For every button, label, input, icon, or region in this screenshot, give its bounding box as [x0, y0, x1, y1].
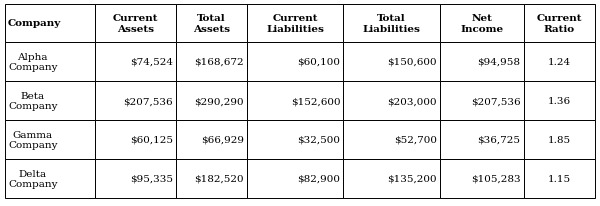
Text: $60,100: $60,100 [298, 58, 340, 67]
Bar [440, 121, 524, 159]
Bar [343, 43, 440, 82]
Text: $152,600: $152,600 [291, 97, 340, 105]
Text: Current
Liabilities: Current Liabilities [266, 14, 324, 34]
Text: Net
Income: Net Income [460, 14, 503, 34]
Text: $36,725: $36,725 [478, 135, 521, 144]
Bar [247, 5, 343, 43]
Bar [247, 82, 343, 121]
Text: Current
Ratio: Current Ratio [536, 14, 582, 34]
Text: 1.24: 1.24 [548, 58, 571, 67]
Bar [176, 121, 247, 159]
Bar [5, 82, 95, 121]
Bar [95, 43, 176, 82]
Text: 1.36: 1.36 [548, 97, 571, 105]
Bar [176, 5, 247, 43]
Bar [524, 121, 595, 159]
Bar [176, 43, 247, 82]
Bar [5, 121, 95, 159]
Bar [440, 5, 524, 43]
Bar [95, 82, 176, 121]
Text: $135,200: $135,200 [387, 174, 437, 183]
Bar [247, 43, 343, 82]
Bar [524, 159, 595, 198]
Text: $66,929: $66,929 [201, 135, 244, 144]
Text: $95,335: $95,335 [130, 174, 173, 183]
Bar [247, 159, 343, 198]
Text: $105,283: $105,283 [471, 174, 521, 183]
Text: Gamma
Company: Gamma Company [8, 130, 58, 150]
Bar [440, 43, 524, 82]
Bar [343, 5, 440, 43]
Bar [343, 82, 440, 121]
Text: $182,520: $182,520 [194, 174, 244, 183]
Text: Total
Liabilities: Total Liabilities [362, 14, 421, 34]
Bar [176, 159, 247, 198]
Text: 1.15: 1.15 [548, 174, 571, 183]
Bar [524, 43, 595, 82]
Bar [95, 159, 176, 198]
Text: Current
Assets: Current Assets [113, 14, 158, 34]
Text: $82,900: $82,900 [298, 174, 340, 183]
Text: $52,700: $52,700 [394, 135, 437, 144]
Bar [524, 82, 595, 121]
Bar [5, 159, 95, 198]
Text: $74,524: $74,524 [130, 58, 173, 67]
Bar [524, 5, 595, 43]
Text: $60,125: $60,125 [130, 135, 173, 144]
Text: $32,500: $32,500 [298, 135, 340, 144]
Bar [176, 82, 247, 121]
Bar [343, 159, 440, 198]
Text: 1.85: 1.85 [548, 135, 571, 144]
Text: $94,958: $94,958 [478, 58, 521, 67]
Bar [440, 82, 524, 121]
Text: Delta
Company: Delta Company [8, 169, 58, 188]
Text: Alpha
Company: Alpha Company [8, 53, 58, 72]
Bar [95, 121, 176, 159]
Text: $150,600: $150,600 [387, 58, 437, 67]
Bar [247, 121, 343, 159]
Text: $290,290: $290,290 [194, 97, 244, 105]
Text: $207,536: $207,536 [123, 97, 173, 105]
Bar [5, 5, 95, 43]
Text: Company: Company [8, 19, 61, 28]
Text: $203,000: $203,000 [387, 97, 437, 105]
Bar [5, 43, 95, 82]
Bar [440, 159, 524, 198]
Bar [343, 121, 440, 159]
Text: $207,536: $207,536 [471, 97, 521, 105]
Text: $168,672: $168,672 [194, 58, 244, 67]
Bar [95, 5, 176, 43]
Text: Beta
Company: Beta Company [8, 91, 58, 111]
Text: Total
Assets: Total Assets [193, 14, 230, 34]
